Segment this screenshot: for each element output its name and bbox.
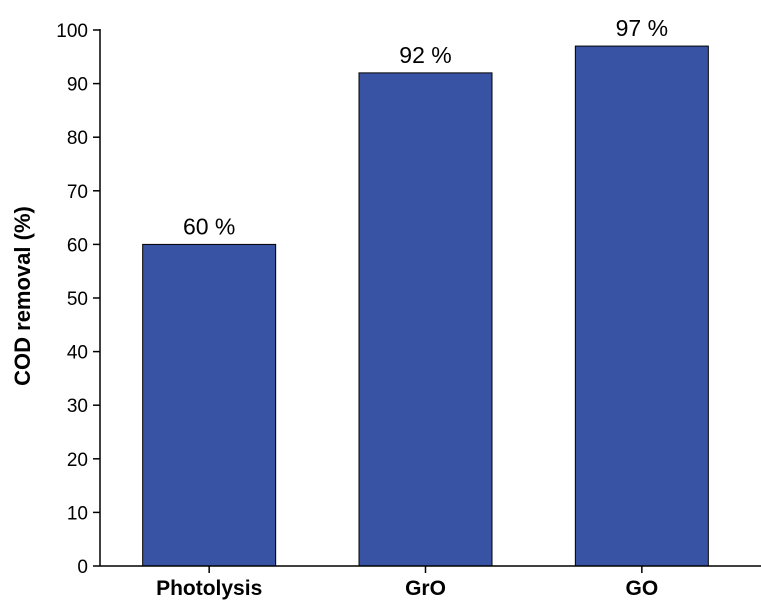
y-tick-label: 0 [77,557,88,578]
y-tick-label: 100 [56,21,88,42]
y-tick-label: 50 [67,289,88,310]
data-label-gro: 92 % [399,42,451,68]
bars [142,45,709,567]
bar-go [574,45,709,567]
y-tick-label: 70 [67,182,88,203]
y-tick-label: 80 [67,128,88,149]
data-label-photolysis: 60 % [183,213,235,239]
data-labels: 60 % 92 % 97 % [183,15,668,239]
y-tick-label: 60 [67,235,88,256]
bar-gro [358,72,493,567]
x-tick-label-gro: GrO [405,577,446,600]
x-tick-label-photolysis: Photolysis [156,577,262,600]
y-axis-title: COD removal (%) [10,206,35,386]
y-tick-label: 20 [67,450,88,471]
bar-photolysis [142,243,277,567]
data-label-go: 97 % [616,15,668,41]
y-axis-ticks: 0 10 20 30 40 50 60 70 80 90 100 [56,21,100,578]
x-tick-label-go: GO [625,577,658,600]
y-tick-label: 40 [67,343,88,364]
y-tick-label: 90 [67,75,88,96]
y-tick-label: 30 [67,396,88,417]
x-axis-ticks: Photolysis GrO GO [156,566,658,600]
y-tick-label: 10 [67,503,88,524]
